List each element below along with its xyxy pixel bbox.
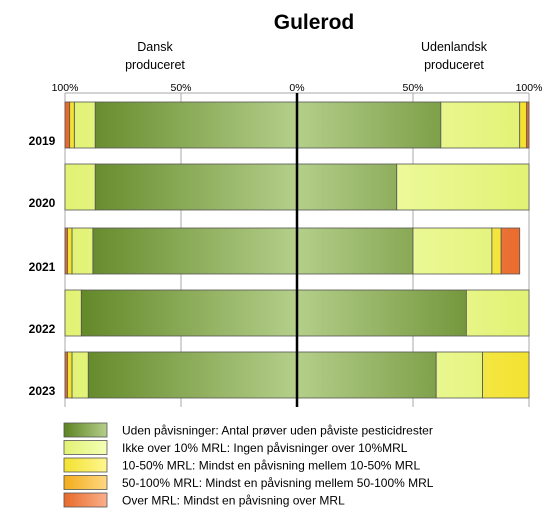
- legend-swatch: [63, 492, 108, 508]
- x-tick-label: 50%: [402, 82, 423, 94]
- bar-segment-dansk-2019-s2: [69, 101, 75, 149]
- bar-segment-dansk-2019-s0: [94, 101, 298, 149]
- bar-segment-udenlandsk-2022-s1: [465, 289, 530, 337]
- y-axis-labels: 2019 2020 2021 2022 2023: [29, 134, 56, 398]
- side-label-dansk: produceret: [125, 58, 185, 72]
- bars: [64, 93, 530, 407]
- x-tick-label: 50%: [170, 82, 191, 94]
- bar-segment-udenlandsk-2020-s1: [396, 163, 530, 211]
- legend-swatch: [63, 440, 108, 455]
- y-tick-label: 2019: [29, 134, 56, 148]
- bar-segment-udenlandsk-2021-s4: [500, 227, 521, 275]
- bar-segment-dansk-2021-s2: [66, 227, 73, 275]
- y-tick-label: 2020: [29, 196, 56, 210]
- bar-segment-udenlandsk-2023-s1: [435, 351, 484, 399]
- legend-label: 10-50% MRL: Mindst en påvisning mellem 1…: [122, 459, 420, 473]
- bar-segment-dansk-2023-s4: [64, 351, 68, 399]
- bar-segment-dansk-2021-s0: [92, 227, 298, 275]
- bar-segment-udenlandsk-2019-s1: [440, 101, 521, 149]
- bar-segment-dansk-2023-s0: [87, 351, 298, 399]
- bar-segment-udenlandsk-2019-s2: [519, 101, 528, 149]
- bar-segment-dansk-2023-s1: [71, 351, 89, 399]
- x-tick-label: 0%: [289, 82, 304, 94]
- bar-segment-udenlandsk-2022-s0: [296, 289, 467, 337]
- bar-segment-dansk-2022-s0: [80, 289, 298, 337]
- bar-segment-dansk-2021-s4: [64, 227, 68, 275]
- bar-segment-dansk-2020-s1: [64, 163, 96, 211]
- legend-swatch: [63, 422, 108, 438]
- legend-label: 50-100% MRL: Mindst en påvisning mellem …: [122, 476, 434, 490]
- bar-segment-dansk-2021-s1: [71, 227, 94, 275]
- side-label-dansk: Dansk: [137, 40, 173, 54]
- x-tick-label: 100%: [52, 82, 79, 94]
- legend-label: Uden påvisninger: Antal prøver uden påvi…: [122, 424, 433, 438]
- bar-segment-udenlandsk-2023-s0: [296, 351, 437, 399]
- legend-label: Over MRL: Mindst en påvisning over MRL: [122, 494, 345, 508]
- side-label-udenlandsk: Udenlandsk: [421, 40, 488, 54]
- bar-segment-udenlandsk-2019-s4: [526, 101, 530, 149]
- y-tick-label: 2023: [29, 384, 56, 398]
- legend-swatch: [63, 457, 108, 473]
- chart-title: Gulerod: [274, 11, 355, 34]
- legend-swatch: [63, 475, 108, 490]
- x-tick-label: 100%: [516, 82, 543, 94]
- y-tick-label: 2021: [29, 260, 56, 274]
- bar-segment-dansk-2023-s2: [66, 351, 73, 399]
- bar-segment-dansk-2019-s4: [64, 101, 71, 149]
- legend: Uden påvisninger: Antal prøver uden påvi…: [63, 422, 434, 508]
- bar-segment-udenlandsk-2023-s2: [482, 351, 530, 399]
- bar-segment-udenlandsk-2021-s2: [491, 227, 502, 275]
- bar-segment-udenlandsk-2020-s0: [296, 163, 398, 211]
- side-labels: Dansk produceret Udenlandsk produceret: [125, 40, 488, 72]
- y-tick-label: 2022: [29, 322, 56, 336]
- side-label-udenlandsk: produceret: [424, 58, 484, 72]
- bar-segment-dansk-2022-s1: [64, 289, 82, 337]
- bar-segment-dansk-2020-s0: [94, 163, 298, 211]
- bar-segment-udenlandsk-2021-s1: [412, 227, 493, 275]
- bar-segment-udenlandsk-2019-s0: [296, 101, 442, 149]
- legend-label: Ikke over 10% MRL: Ingen påvisninger ove…: [122, 441, 408, 455]
- bar-segment-dansk-2019-s1: [73, 101, 96, 149]
- bar-segment-udenlandsk-2021-s0: [296, 227, 414, 275]
